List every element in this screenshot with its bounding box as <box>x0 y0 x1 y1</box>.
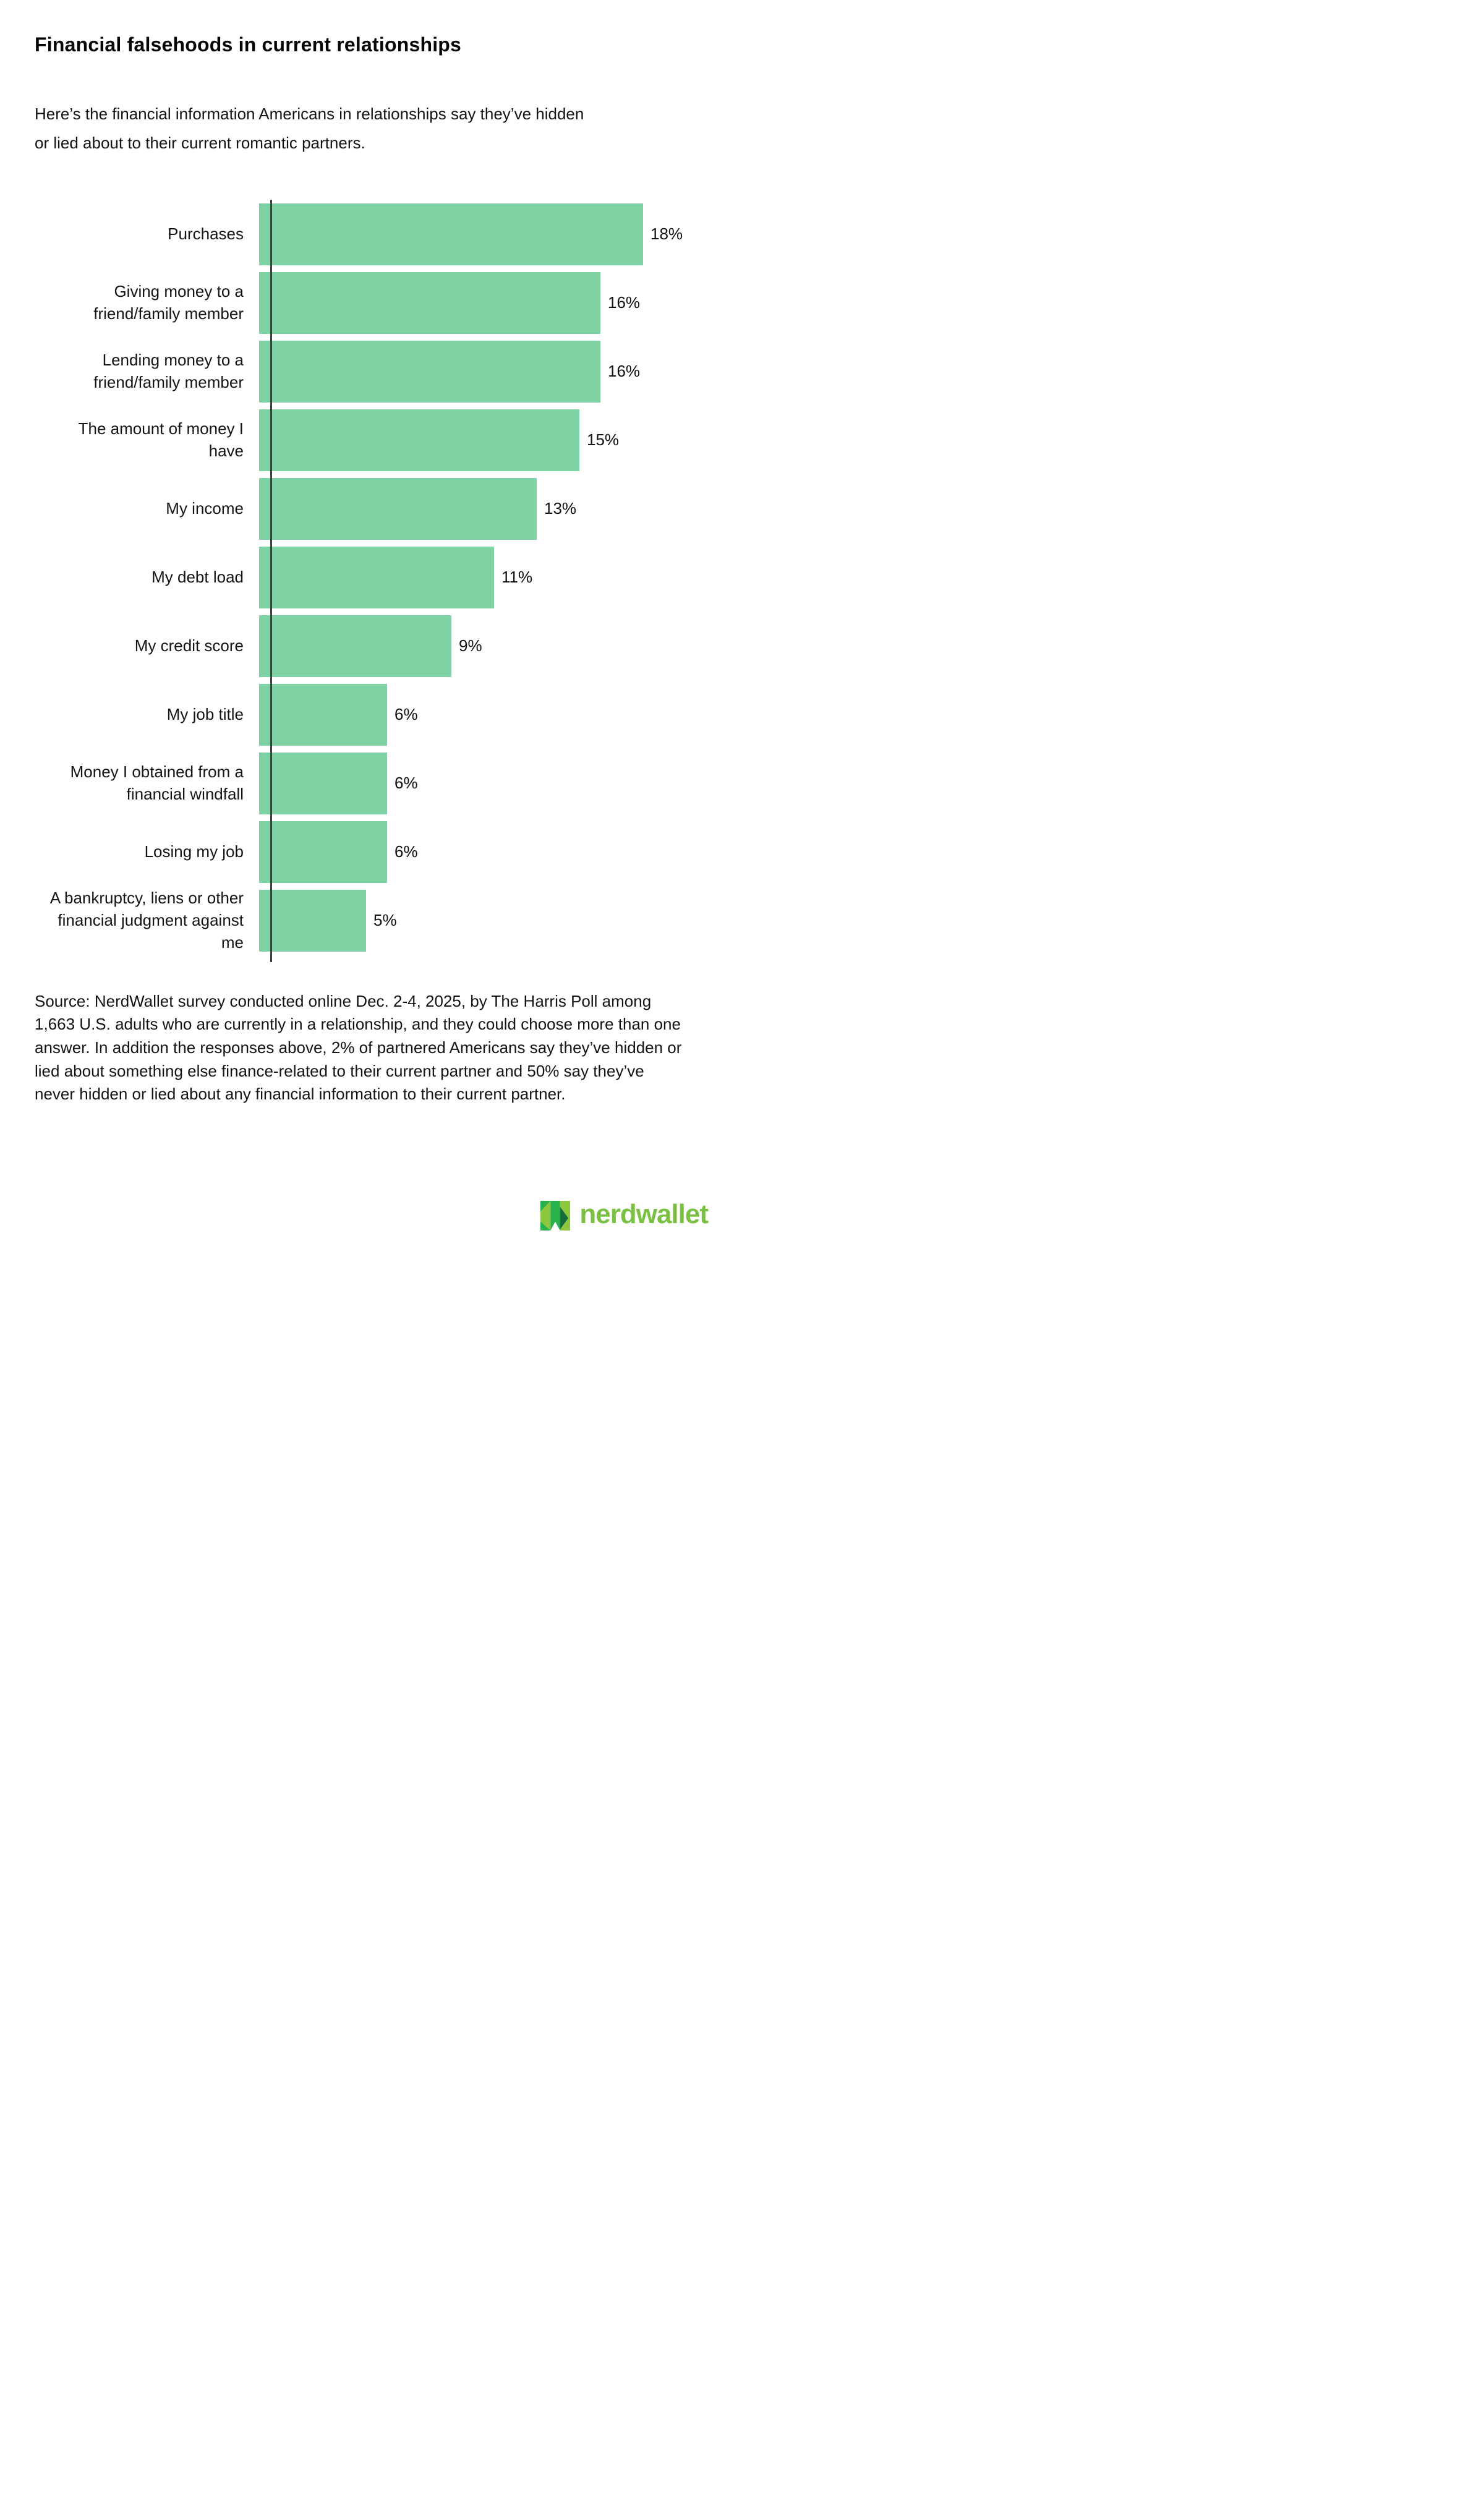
bar-label: My debt load <box>151 567 244 586</box>
bar-value-label: 15% <box>587 430 620 450</box>
content-container: Financial falsehoods in current relation… <box>0 0 742 1106</box>
bar <box>259 409 579 471</box>
chart-row: Lending money to a friend/family member … <box>30 340 707 403</box>
bar <box>259 546 494 608</box>
bar-area: 15% <box>257 409 707 471</box>
bar <box>259 615 451 677</box>
bar-chart: Purchases 18% Giving money to a friend/f… <box>30 199 707 962</box>
chart-row: Giving money to a friend/family member 1… <box>30 271 707 334</box>
bar-value-label: 13% <box>544 499 577 518</box>
bar-area: 5% <box>257 889 707 952</box>
bar-label: My job title <box>166 704 244 723</box>
bar-label: My credit score <box>134 636 244 655</box>
page-title: Financial falsehoods in current relation… <box>35 33 462 56</box>
bar <box>259 683 387 746</box>
chart-row: My credit score 9% <box>30 615 707 677</box>
nerdwallet-wordmark: nerdwallet <box>579 1199 709 1229</box>
bar <box>259 821 387 883</box>
bar-value-label: 16% <box>608 293 641 312</box>
page-subtitle: Here’s the financial information America… <box>35 105 584 152</box>
bar <box>259 752 387 814</box>
bar-area: 6% <box>257 752 707 814</box>
bar-label: A bankruptcy, liens or other financial j… <box>49 888 244 952</box>
chart-rows: Purchases 18% Giving money to a friend/f… <box>30 203 707 952</box>
bar <box>259 340 600 403</box>
bar-value-label: 11% <box>501 568 533 587</box>
bar-value-label: 6% <box>394 842 418 861</box>
nerdwallet-n-icon <box>540 1201 571 1231</box>
bar-label: Money I obtained from a financial windfa… <box>70 762 244 803</box>
source-note: Source: NerdWallet survey conducted onli… <box>35 991 682 1104</box>
bar-value-label: 16% <box>608 362 641 381</box>
bar-label: Losing my job <box>144 842 244 861</box>
bar-value-label: 5% <box>373 911 397 930</box>
chart-row: Purchases 18% <box>30 203 707 265</box>
chart-row: My income 13% <box>30 477 707 540</box>
chart-row: Losing my job 6% <box>30 821 707 883</box>
bar-label: My income <box>166 498 244 518</box>
bar-area: 11% <box>257 546 707 608</box>
bar-area: 16% <box>257 340 707 403</box>
bar-area: 6% <box>257 683 707 746</box>
bar-area: 9% <box>257 615 707 677</box>
infographic-page: { "title": "Financial falsehoods in curr… <box>0 0 742 1254</box>
bar-label: Purchases <box>168 224 244 243</box>
bar <box>259 889 366 952</box>
y-axis-line <box>270 199 272 962</box>
nerdwallet-logo: nerdwallet <box>540 1199 709 1231</box>
chart-row: The amount of money I have 15% <box>30 409 707 471</box>
bar-value-label: 9% <box>459 636 482 655</box>
chart-row: Money I obtained from a financial windfa… <box>30 752 707 814</box>
bar-area: 16% <box>257 271 707 334</box>
bar <box>259 203 643 265</box>
bar-area: 18% <box>257 203 707 265</box>
bar-area: 6% <box>257 821 707 883</box>
bar-value-label: 18% <box>650 224 683 244</box>
bar-value-label: 6% <box>394 774 418 793</box>
chart-row: A bankruptcy, liens or other financial j… <box>30 888 707 952</box>
bar-label: The amount of money I have <box>78 419 244 460</box>
bar-value-label: 6% <box>394 705 418 724</box>
bar-area: 13% <box>257 477 707 540</box>
chart-row: My job title 6% <box>30 683 707 746</box>
chart-row: My debt load 11% <box>30 546 707 608</box>
bar-label: Lending money to a friend/family member <box>93 350 244 391</box>
bar <box>259 271 600 334</box>
bar <box>259 477 537 540</box>
bar-label: Giving money to a friend/family member <box>93 281 244 323</box>
